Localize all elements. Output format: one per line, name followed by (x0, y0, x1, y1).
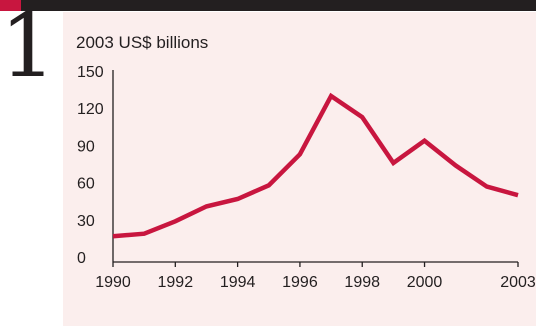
series-line (112, 92, 519, 239)
x-tick-label: 1990 (95, 274, 131, 291)
y-tick-label: 60 (77, 176, 95, 193)
chart-title: 2003 US$ billions (76, 33, 208, 52)
x-tick-label: 1996 (282, 274, 318, 291)
x-tick-label: 1998 (344, 274, 380, 291)
y-tick-labels: 0 30 60 90 120 150 (77, 64, 104, 267)
y-tick-label: 30 (77, 213, 95, 230)
x-tick-label: 1994 (220, 274, 256, 291)
accent-tab (0, 0, 21, 11)
y-tick-label: 150 (77, 64, 104, 81)
y-tick-label: 0 (77, 250, 86, 267)
figure-number: 1 (0, 0, 56, 97)
x-tick-label: 2003 (500, 274, 536, 291)
x-tick-labels: 1990 1992 1994 1996 1998 2000 2003 (95, 262, 536, 291)
x-tick-label: 2000 (407, 274, 443, 291)
top-bar (0, 0, 536, 11)
series-group (112, 92, 519, 239)
y-tick-label: 90 (77, 138, 95, 155)
y-tick-label: 120 (77, 101, 104, 118)
axes (112, 70, 518, 263)
x-tick-label: 1992 (158, 274, 194, 291)
